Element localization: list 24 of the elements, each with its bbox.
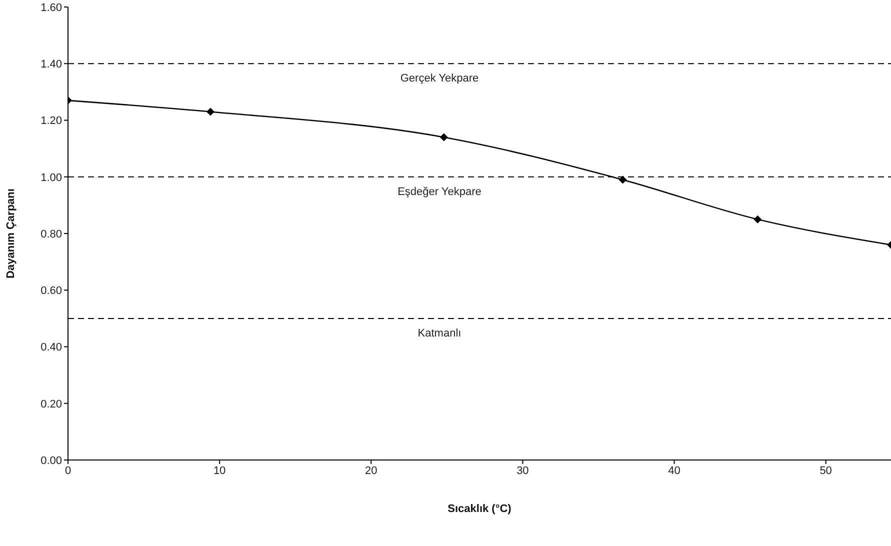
point <box>440 133 448 142</box>
y-tick-label: 1.00 <box>40 172 62 184</box>
x-tick-label: 40 <box>668 464 680 477</box>
y-tick-label: 0.20 <box>40 398 62 410</box>
x-tick-label: 20 <box>365 464 378 477</box>
y-tick-label: 1.60 <box>40 2 62 14</box>
x-tick-label: 0 <box>64 464 72 477</box>
point <box>754 215 762 224</box>
y-tick-label: 1.20 <box>40 115 62 128</box>
y-tick-label: 0.80 <box>40 228 62 240</box>
x-tick-label: 10 <box>213 464 226 477</box>
x-tick-label: 30 <box>516 464 529 477</box>
ref-line-label: Eşdeğer Yekpare <box>398 186 482 198</box>
ref-line-label: Katmanlı <box>418 327 462 340</box>
point <box>618 176 627 184</box>
point <box>206 108 214 116</box>
ref-line-label: Gerçek Yekpare <box>400 72 479 85</box>
x-tick-label: 50 <box>820 464 832 477</box>
y-tick-label: 0.00 <box>40 454 62 467</box>
y-axis-title: Dayanım Çarpanı <box>4 188 17 278</box>
x-axis-title: Sıcaklık (°C) <box>448 503 512 515</box>
y-tick-label: 0.60 <box>40 285 62 298</box>
y-tick-label: 1.40 <box>40 58 62 71</box>
y-tick-label: 0.40 <box>40 342 62 354</box>
